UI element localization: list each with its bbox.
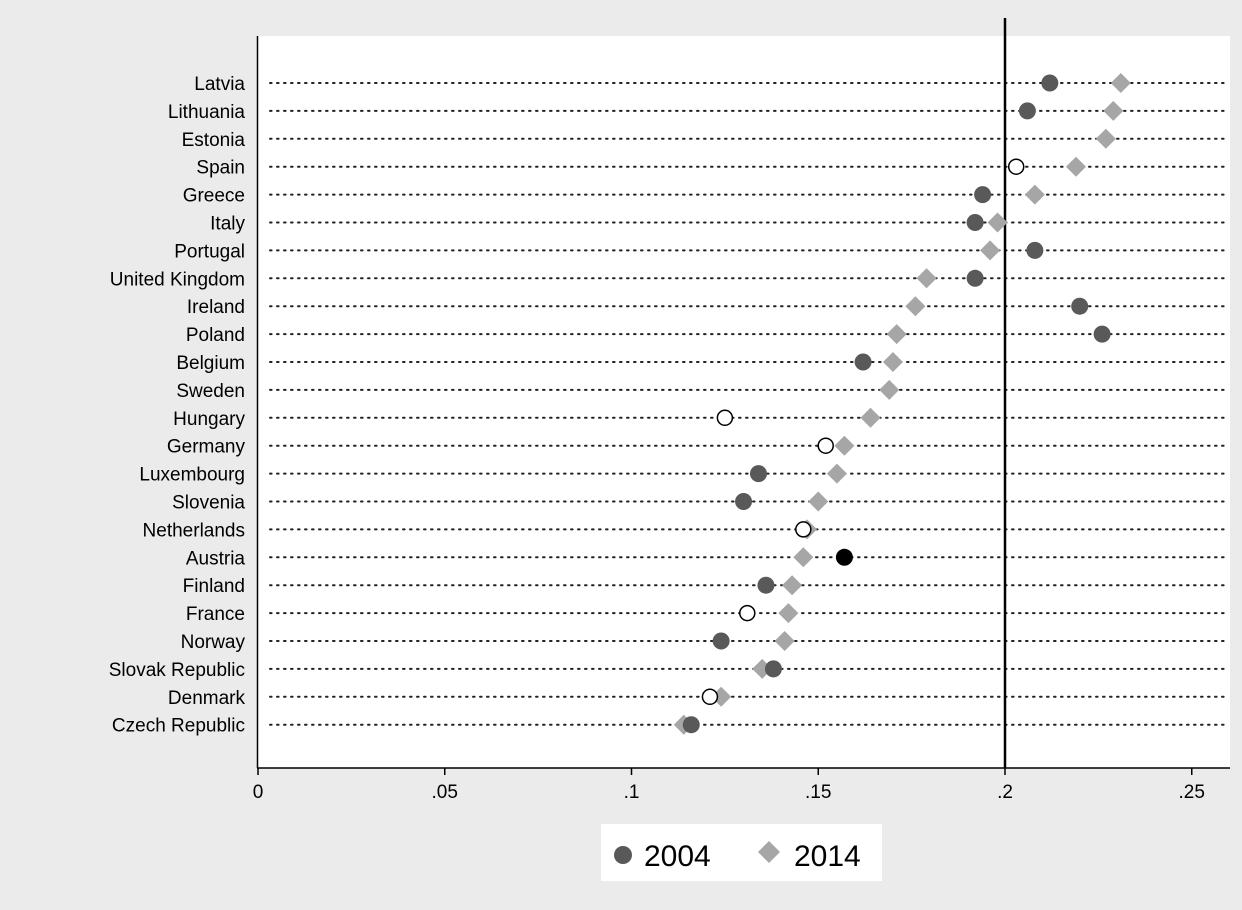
point-2004 <box>757 576 775 594</box>
point-2014 <box>1103 100 1124 121</box>
category-label: Slovak Republic <box>109 660 245 681</box>
category-label: Portugal <box>174 241 245 262</box>
category-labels: Latvia Lithuania Estonia Spain Greece Italy Po… <box>109 74 246 737</box>
point-2014 <box>808 491 829 512</box>
category-label: Lithuania <box>168 102 246 123</box>
point-2004 <box>735 493 753 510</box>
category-label: Italy <box>210 214 245 235</box>
category-label: United Kingdom <box>110 269 245 290</box>
x-tick-label: .1 <box>624 782 640 803</box>
legend: 2004 2014 <box>601 824 882 881</box>
x-tick-label: 0 <box>253 782 264 803</box>
point-2004 <box>1018 102 1036 120</box>
legend-marker-2004 <box>614 846 632 864</box>
point-2014 <box>1024 184 1045 205</box>
point-2004-highlight <box>835 548 853 566</box>
category-label: Estonia <box>182 130 246 151</box>
point-2014 <box>860 407 881 428</box>
point-2014 <box>778 603 799 624</box>
category-label: Spain <box>196 158 245 179</box>
point-2014 <box>834 435 855 456</box>
category-label: Hungary <box>173 409 245 430</box>
point-2004 <box>682 716 700 734</box>
point-2014 <box>1095 128 1116 149</box>
point-2004 <box>1026 241 1044 259</box>
point-2014 <box>782 575 803 596</box>
category-label: Czech Republic <box>112 716 245 737</box>
point-2004 <box>1041 74 1059 92</box>
category-label: Sweden <box>176 381 245 402</box>
chart-frame: Latvia Lithuania Estonia Spain Greece Italy Po… <box>12 12 1230 898</box>
point-2004 <box>764 660 782 678</box>
category-label: Denmark <box>168 688 246 709</box>
point-2014 <box>980 240 1001 261</box>
category-label: Luxembourg <box>139 465 245 486</box>
category-label: Latvia <box>194 74 245 95</box>
point-2014 <box>905 296 926 317</box>
point-2004-hollow <box>795 521 812 538</box>
plot-area <box>257 36 1230 768</box>
point-2004 <box>974 186 992 204</box>
category-label: Austria <box>186 548 246 569</box>
point-2014 <box>1110 73 1131 93</box>
category-label: Poland <box>186 325 245 346</box>
category-label: Ireland <box>187 297 245 318</box>
point-2004 <box>1093 325 1111 343</box>
legend-label-2004: 2004 <box>644 840 711 873</box>
category-label: Slovenia <box>172 493 245 514</box>
point-2004 <box>1071 297 1089 315</box>
point-2014 <box>879 379 900 400</box>
point-2014 <box>916 268 937 289</box>
legend-label-2014: 2014 <box>794 840 861 873</box>
point-2004 <box>966 214 984 231</box>
x-tick-labels: 0 .05 .1 .15 .2 .25 <box>253 768 1205 803</box>
point-2014 <box>793 547 814 568</box>
category-label: Germany <box>167 437 246 458</box>
point-2004 <box>712 632 730 650</box>
x-tick-label: .15 <box>805 782 831 803</box>
point-2004-hollow <box>701 688 719 706</box>
axes <box>256 18 1230 769</box>
point-2004-hollow <box>716 409 734 427</box>
chart: Latvia Lithuania Estonia Spain Greece Italy Po… <box>109 18 1230 881</box>
legend-box <box>601 824 882 881</box>
data-marks <box>673 73 1131 735</box>
x-tick-label: .25 <box>1179 782 1205 803</box>
point-2014 <box>987 212 1008 233</box>
point-2004-hollow <box>817 437 834 454</box>
point-2014 <box>774 631 795 651</box>
category-label: Greece <box>183 186 245 207</box>
category-label: Belgium <box>176 353 245 374</box>
point-2014 <box>882 352 903 372</box>
point-2004 <box>966 269 984 287</box>
point-2014 <box>826 463 847 484</box>
category-label: Netherlands <box>143 520 245 541</box>
category-label: Finland <box>183 576 245 597</box>
x-tick-label: .05 <box>432 782 458 803</box>
point-2004 <box>854 353 872 371</box>
point-2004 <box>749 465 767 483</box>
point-2014 <box>1065 156 1086 177</box>
point-2004-hollow <box>739 604 756 622</box>
point-2014 <box>886 324 907 345</box>
legend-marker-2014 <box>758 841 780 863</box>
point-2004-hollow <box>1007 158 1025 175</box>
category-label: Norway <box>181 632 246 653</box>
x-tick-label: .2 <box>997 782 1013 803</box>
category-label: France <box>186 604 245 625</box>
